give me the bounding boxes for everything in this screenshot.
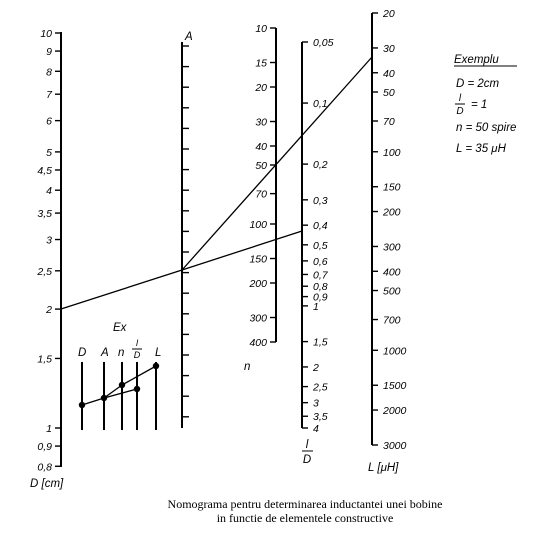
mini-key-line-2 <box>103 365 157 399</box>
n-tick-label: 400 <box>249 337 267 349</box>
caption-line-1: Nomograma pentru determinarea inductante… <box>167 497 443 511</box>
example-l: L = 35 μH <box>456 143 507 155</box>
n-tick-label: 200 <box>248 278 267 290</box>
a-axis-label: A <box>184 31 193 43</box>
d-tick-label: 7 <box>46 89 53 101</box>
ld-tick-label: 0,6 <box>313 256 328 268</box>
d-tick-label: 0,8 <box>37 461 52 473</box>
example-title: Exemplu <box>454 54 499 66</box>
d-tick-label: 1,5 <box>37 353 52 365</box>
mini-key-label-d: D <box>78 347 86 359</box>
l-axis-unit-label: L [μH] <box>368 462 399 474</box>
caption-line-2: in functie de elementele constructive <box>216 511 394 525</box>
mini-key-dot-ld <box>133 385 141 393</box>
l-tick-label: 700 <box>383 315 401 327</box>
d-tick-label: 6 <box>46 116 52 128</box>
d-tick-label: 1 <box>46 423 52 435</box>
d-tick-label: 4 <box>46 185 52 197</box>
l-tick-label: 200 <box>382 207 401 219</box>
l-scale: 20 30 40 50 70 100 150 200 300 400 500 700 1000 1500 2… <box>372 8 407 452</box>
n-tick-label: 10 <box>255 23 267 35</box>
l-tick-label: 1500 <box>383 380 407 392</box>
d-tick-label: 8 <box>46 66 52 78</box>
ld-tick-label: 0,2 <box>313 159 328 171</box>
n-tick-label: 300 <box>249 313 267 325</box>
l-tick-label: 40 <box>383 68 395 80</box>
d-tick-label: 3,5 <box>37 208 52 220</box>
l-tick-label: 3000 <box>383 440 407 452</box>
example-block: Exemplu D = 2cm l D = 1 n = 50 spire L =… <box>454 54 517 155</box>
ld-tick-label: 0,9 <box>313 292 328 304</box>
l-tick-label: 300 <box>383 241 401 253</box>
example-ld-num: l <box>459 93 462 104</box>
solution-line-n-l <box>181 56 373 271</box>
mini-key-dot-d <box>78 401 86 409</box>
mini-key-dot-l <box>152 362 160 370</box>
ld-tick-label: 2,5 <box>312 382 328 394</box>
l-tick-label: 150 <box>383 182 401 194</box>
l-tick-label: 1000 <box>383 345 407 357</box>
n-tick-label: 50 <box>255 160 267 172</box>
ld-tick-label: 0,1 <box>313 98 328 110</box>
l-tick-label: 400 <box>383 266 401 278</box>
ld-tick-label: 3,5 <box>313 411 328 423</box>
mini-key-title: Ex <box>113 322 128 334</box>
ld-tick-label: 0,7 <box>313 269 329 281</box>
d-tick-label: 3 <box>46 235 52 247</box>
mini-key-line-1 <box>81 388 138 406</box>
d-tick-label: 9 <box>46 46 52 58</box>
ld-tick-label: 0,4 <box>313 220 328 232</box>
ld-scale: 0,05 0,1 0,2 0,3 0,4 0,5 0,60,70,80,91 1,5 2 2,5 3… <box>302 37 334 435</box>
mini-key-label-l: l <box>136 338 139 348</box>
d-axis-unit-label: D [cm] <box>30 478 64 490</box>
l-tick-label: 100 <box>383 147 401 159</box>
ld-axis-label-den: D <box>303 454 311 466</box>
n-tick-label: 150 <box>249 254 267 266</box>
ld-tick-label: 3 <box>313 398 319 410</box>
mini-key-dot-n <box>118 381 126 389</box>
d-tick-label: 4,5 <box>37 165 52 177</box>
ld-tick-label: 2 <box>312 362 319 374</box>
n-tick-label: 30 <box>255 117 267 129</box>
mini-key-dot-a <box>100 394 108 402</box>
ld-tick-label: 1 <box>313 301 319 313</box>
ld-tick-label: 4 <box>313 423 319 435</box>
n-tick-label: 40 <box>255 141 267 153</box>
a-scale <box>182 45 189 418</box>
ld-axis-label-num: l <box>306 439 309 451</box>
mini-key-label-l-ind: L <box>155 347 161 359</box>
d-tick-label: 5 <box>46 147 52 159</box>
mini-key: Ex D A n l D L <box>78 322 161 430</box>
n-tick-label: 15 <box>255 58 267 70</box>
l-tick-label: 20 <box>382 8 395 20</box>
d-tick-label: 2,5 <box>36 266 52 278</box>
n-axis-label: n <box>244 361 250 373</box>
d-tick-label: 2 <box>45 304 52 316</box>
n-tick-label: 20 <box>254 82 267 94</box>
example-ld-den: D <box>456 106 463 117</box>
ld-tick-label: 0,05 <box>313 37 334 49</box>
ld-tick-label: 0,3 <box>313 195 328 207</box>
l-tick-label: 30 <box>383 43 395 55</box>
mini-key-label-a: A <box>100 347 109 359</box>
d-scale: 10 9 8 7 6 5 4,5 4 3,5 3 2,5 2 1,5 1 0,9 0,8 <box>36 28 61 473</box>
l-tick-label: 70 <box>383 116 395 128</box>
ld-tick-label: 0,8 <box>313 281 328 293</box>
d-tick-label: 10 <box>40 28 52 40</box>
n-tick-label: 70 <box>255 189 267 201</box>
l-tick-label: 2000 <box>382 405 407 417</box>
l-tick-label: 500 <box>383 286 401 298</box>
mini-key-label-n: n <box>118 347 124 359</box>
example-d: D = 2cm <box>456 78 500 90</box>
example-n: n = 50 spire <box>456 122 516 134</box>
n-tick-label: 100 <box>249 219 267 231</box>
n-scale: 10 15 20 30 40 50 70 100 150 200 300 400 <box>248 23 276 349</box>
d-tick-label: 0,9 <box>37 441 52 453</box>
ld-tick-label: 1,5 <box>313 337 328 349</box>
l-tick-label: 50 <box>383 87 395 99</box>
mini-key-label-d2: D <box>134 350 141 360</box>
ld-tick-label: 0,5 <box>313 240 328 252</box>
example-ld-value: = 1 <box>471 99 487 111</box>
